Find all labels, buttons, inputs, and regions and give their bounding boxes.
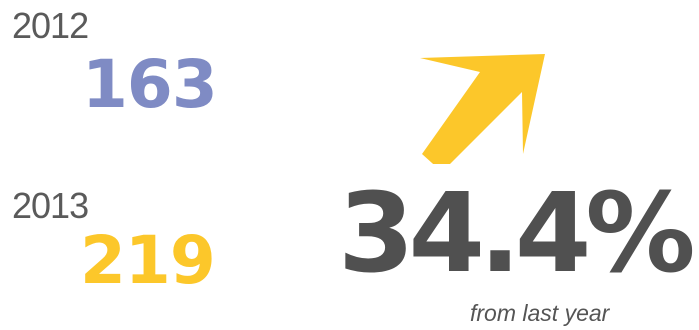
change-caption: from last year: [470, 300, 610, 326]
value-2013: 219: [80, 222, 216, 299]
year-2013-label: 2013: [12, 185, 89, 226]
arrow-shape: [420, 54, 545, 164]
value-2012: 163: [82, 46, 218, 123]
percent-change: 34.4%: [338, 169, 696, 297]
up-right-arrow-icon: [420, 54, 545, 164]
year-2012-label: 2012: [12, 5, 89, 46]
